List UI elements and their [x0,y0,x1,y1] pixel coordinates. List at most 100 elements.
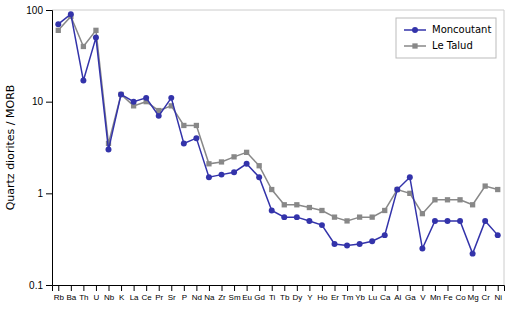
point [181,140,187,146]
x-tick: Dy [292,285,302,302]
point [281,214,287,220]
x-tick-label: Rb [54,293,65,302]
x-tick-mark [435,285,436,291]
x-tick: Co [455,285,466,302]
legend: Moncoutant Le Talud [396,18,496,58]
y-tick-mark [46,193,52,194]
frame-top [52,10,504,11]
x-tick: Tb [280,285,290,302]
x-tick-label: K [119,293,125,302]
x-tick: Lu [368,285,377,302]
x-tick: Eu [242,285,252,302]
x-axis-line [53,286,505,292]
point [131,99,137,105]
y-tick-label: 0.1 [29,280,43,291]
x-tick: Na [204,285,215,302]
point [118,92,123,97]
x-tick-mark [372,285,373,291]
legend-box [396,18,496,58]
x-tick: Mn [430,285,441,302]
x-tick-mark [259,285,260,291]
x-tick-mark [83,285,84,291]
x-tick-label: Lu [368,293,377,302]
legend-item: Le Talud [404,40,473,51]
x-tick-label: U [94,293,100,302]
y-tick-mark [46,285,52,286]
x-tick: K [119,285,125,302]
point [244,161,250,167]
point [470,251,476,257]
legend-item: Moncoutant [404,24,491,35]
x-axis: RbBaThUNbKLaCePrSrPNdNaZrSmEuGdTiTbDyYHo… [53,285,505,302]
series-line [58,16,497,220]
x-tick-label: Sr [168,293,176,302]
x-tick-label: Co [455,293,466,302]
x-tick-label: Ca [380,293,391,302]
x-tick-label: Er [331,293,339,302]
point [269,207,275,213]
x-tick-label: Cr [481,293,490,302]
point [482,218,488,224]
point [257,163,262,168]
x-tick: La [130,285,139,302]
x-tick-mark [58,285,59,291]
x-tick-label: Y [307,293,313,302]
point [357,214,362,219]
point [219,159,224,164]
point [294,202,299,207]
x-tick-mark [460,285,461,291]
point [419,246,425,252]
x-tick: Ni [494,285,502,302]
point [118,91,124,97]
x-tick-mark [222,285,223,291]
series-line [58,14,497,253]
x-tick-mark [473,285,474,291]
x-tick: Ca [380,285,391,302]
point [357,241,363,247]
x-tick-mark [485,285,486,291]
x-tick: Sr [168,285,176,302]
point [495,187,500,192]
point [319,222,325,228]
point [156,113,162,119]
y-tick-label: 1 [37,188,43,199]
x-tick-label: Na [204,293,215,302]
x-tick-mark [247,285,248,291]
point [382,208,387,213]
point [231,154,236,159]
x-tick: Tm [342,285,354,302]
point [106,147,112,153]
point [194,123,199,128]
y-tick: 100 [26,5,52,16]
x-tick: Ga [405,285,416,302]
x-tick-label: V [420,293,426,302]
point [256,174,262,180]
point [407,174,413,180]
point [181,123,186,128]
x-tick-label: Mn [430,293,441,302]
x-tick-label: Ba [66,293,76,302]
x-tick: Pr [155,285,163,302]
y-tick-label: 100 [26,5,43,16]
point [81,44,86,49]
x-tick-label: P [182,293,187,302]
point [282,202,287,207]
x-tick-mark [121,285,122,291]
marks [55,11,500,256]
x-tick: Sm [229,285,241,302]
legend-marker [412,43,417,48]
point [382,232,388,238]
series-points [56,14,501,224]
point [143,95,149,101]
x-tick-label: Pr [155,293,163,302]
point [332,241,338,247]
x-tick: P [182,285,187,302]
x-tick: Ce [142,285,153,302]
x-tick: Yb [355,285,365,302]
x-tick-label: Nb [104,293,115,302]
y-tick-mark [46,102,52,103]
x-tick-mark [448,285,449,291]
point [206,161,211,166]
legend-marker [412,27,418,33]
x-tick: Gd [254,285,265,302]
